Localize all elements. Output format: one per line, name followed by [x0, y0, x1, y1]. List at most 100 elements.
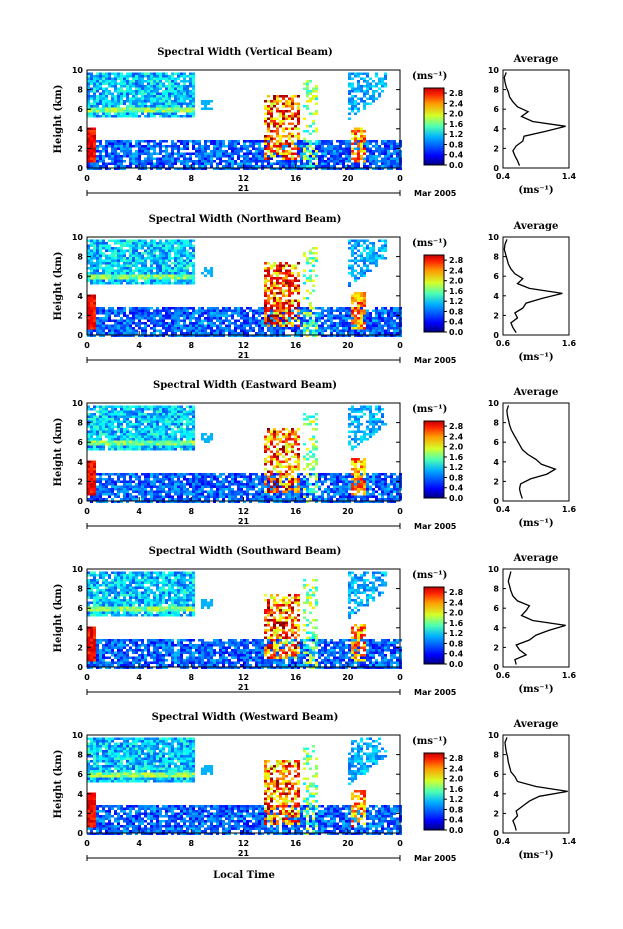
y-tick-label: 0: [77, 164, 83, 173]
date-label: Mar 2005: [414, 688, 457, 697]
x-tick-label: 0: [84, 839, 90, 848]
colorbar-tick-label: 1.6: [449, 453, 464, 462]
x-tick-label: 20: [342, 839, 354, 848]
y-axis-label: Height (km): [53, 252, 64, 321]
day-label: 21: [238, 517, 250, 526]
panel-title: Spectral Width (Eastward Beam): [153, 380, 337, 391]
y-tick-label: 0: [77, 663, 83, 672]
profile-title: Average: [513, 719, 559, 730]
y-tick-label: 10: [72, 399, 84, 408]
y-tick-label: 6: [77, 105, 83, 114]
colorbar-unit: (ms⁻¹): [412, 238, 447, 249]
y-tick-label: 8: [77, 751, 83, 760]
profile-x-label: (ms⁻¹): [518, 684, 553, 695]
x-tick-label: 16: [290, 673, 302, 682]
y-tick-label: 4: [77, 624, 83, 633]
y-tick-label: 0: [77, 331, 83, 340]
profile-x-tick-label: 0.6: [496, 671, 511, 680]
profile-y-tick-label: 10: [488, 399, 500, 408]
colorbar-tick-label: 0.8: [449, 473, 464, 482]
profile-y-tick-label: 4: [493, 624, 499, 633]
colorbar-tick-label: 0.4: [449, 816, 464, 825]
profile-y-tick-label: 4: [493, 292, 499, 301]
profile-x-tick-label: 1.4: [562, 172, 577, 181]
x-tick-label: 8: [189, 507, 195, 516]
profile-x-tick-label: 1.4: [562, 837, 577, 846]
y-tick-label: 4: [77, 790, 83, 799]
profile-line: [503, 239, 563, 333]
colorbar-tick-label: 2.0: [449, 443, 464, 452]
x-tick-label: 0: [84, 174, 90, 183]
x-tick-label: 16: [290, 174, 302, 183]
profile-y-tick-label: 8: [493, 419, 499, 428]
profile-y-tick-label: 0: [493, 331, 499, 340]
x-tick-label: 4: [136, 174, 142, 183]
profile-x-label: (ms⁻¹): [518, 185, 553, 196]
profile-y-tick-label: 2: [493, 144, 499, 153]
x-tick-label: 12: [238, 507, 249, 516]
colorbar-tick-label: 2.0: [449, 110, 464, 119]
x-tick-label: 0: [397, 174, 403, 183]
colorbar-tick-label: 0.8: [449, 140, 464, 149]
profile-y-tick-label: 10: [488, 66, 500, 75]
x-tick-label: 16: [290, 341, 302, 350]
colorbar-tick-label: 1.2: [449, 297, 463, 306]
panel-title: Spectral Width (Westward Beam): [152, 712, 339, 723]
y-tick-label: 8: [77, 419, 83, 428]
y-axis-label: Height (km): [53, 750, 64, 819]
profile-x-tick-label: 0.4: [496, 172, 511, 181]
date-label: Mar 2005: [414, 189, 457, 198]
colorbar-tick-label: 2.8: [449, 754, 464, 763]
day-label: 21: [238, 849, 250, 858]
x-tick-label: 4: [136, 839, 142, 848]
profile-y-tick-label: 0: [493, 497, 499, 506]
profile-x-tick-label: 1.6: [562, 339, 577, 348]
colorbar-tick-label: 0.0: [449, 494, 464, 503]
profile-y-tick-label: 0: [493, 164, 499, 173]
heatmap-cells: [87, 737, 402, 835]
y-tick-label: 10: [72, 66, 84, 75]
profile-y-tick-label: 8: [493, 86, 499, 95]
profile-x-tick-label: 1.6: [562, 671, 577, 680]
profile-y-tick-label: 10: [488, 565, 500, 574]
profile-x-tick-label: 0.6: [496, 339, 511, 348]
profile-y-tick-label: 6: [493, 438, 499, 447]
profile-y-tick-label: 6: [493, 272, 499, 281]
y-tick-label: 6: [77, 272, 83, 281]
profile-x-label: (ms⁻¹): [518, 850, 553, 861]
heatmap-cells: [87, 239, 402, 337]
colorbar-tick-label: 2.0: [449, 775, 464, 784]
y-axis-label: Height (km): [53, 85, 64, 154]
colorbar-tick-label: 0.8: [449, 639, 464, 648]
profile-y-tick-label: 2: [493, 643, 499, 652]
profile-line: [506, 405, 557, 499]
date-label: Mar 2005: [414, 522, 457, 531]
panel-title: Spectral Width (Vertical Beam): [157, 47, 333, 58]
profile-line: [504, 737, 568, 831]
colorbar-tick-label: 0.4: [449, 151, 464, 160]
x-tick-label: 8: [189, 174, 195, 183]
panel-title: Spectral Width (Northward Beam): [149, 214, 342, 225]
x-tick-label: 8: [189, 673, 195, 682]
profile-line: [503, 72, 566, 166]
profile-y-tick-label: 4: [493, 458, 499, 467]
colorbar-tick-label: 0.0: [449, 660, 464, 669]
x-tick-label: 0: [397, 673, 403, 682]
colorbar-tick-label: 1.2: [449, 629, 463, 638]
y-tick-label: 10: [72, 233, 84, 242]
colorbar-tick-label: 2.4: [449, 764, 464, 773]
colorbar-tick-label: 2.4: [449, 99, 464, 108]
y-tick-label: 2: [77, 144, 83, 153]
profile-frame: [502, 69, 570, 169]
colorbar: [423, 586, 445, 665]
profile-x-tick-label: 0.4: [496, 505, 511, 514]
y-axis-label: Height (km): [53, 584, 64, 653]
y-tick-label: 6: [77, 770, 83, 779]
colorbar-tick-label: 2.8: [449, 89, 464, 98]
date-label: Mar 2005: [414, 356, 457, 365]
x-tick-label: 4: [136, 507, 142, 516]
y-tick-label: 6: [77, 438, 83, 447]
colorbar-tick-label: 1.6: [449, 619, 464, 628]
x-tick-label: 0: [84, 507, 90, 516]
